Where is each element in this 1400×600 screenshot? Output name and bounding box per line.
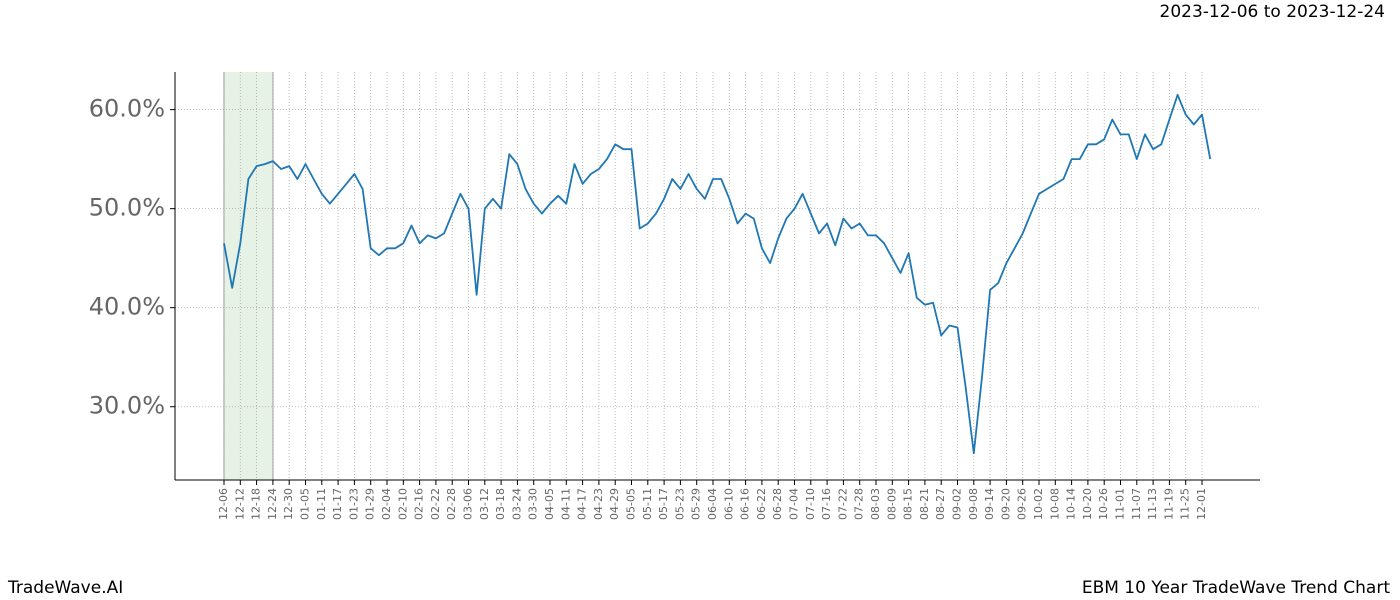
x-tick-label: 07-16 (820, 488, 833, 520)
x-tick-label: 08-27 (934, 488, 947, 520)
x-tick-label: 02-10 (396, 488, 409, 520)
x-tick-label: 04-11 (559, 488, 572, 520)
y-tick-label: 60.0% (89, 95, 165, 123)
x-tick-label: 12-12 (233, 488, 246, 520)
x-tick-label: 07-04 (788, 488, 801, 520)
brand: TradeWave.AI (7, 578, 123, 598)
x-tick-label: 10-20 (1081, 488, 1094, 520)
x-tick-label: 12-01 (1195, 488, 1208, 520)
x-tick-label: 11-07 (1130, 488, 1143, 520)
x-tick-label: 03-06 (462, 488, 475, 520)
x-tick-label: 01-29 (364, 488, 377, 520)
x-tick-label: 03-30 (527, 488, 540, 520)
x-tick-label: 06-22 (755, 488, 768, 520)
x-tick-label: 12-18 (250, 488, 263, 520)
x-tick-label: 10-08 (1048, 488, 1061, 520)
x-tick-label: 08-21 (918, 488, 931, 520)
highlight-band (224, 72, 273, 480)
x-tick-label: 09-02 (951, 488, 964, 520)
x-tick-label: 03-18 (494, 488, 507, 520)
x-tick-label: 02-16 (413, 488, 426, 520)
y-tick-label: 50.0% (89, 194, 165, 222)
trend-line (223, 93, 1212, 455)
x-tick-label: 07-28 (853, 488, 866, 520)
x-tick-label: 08-03 (869, 488, 882, 520)
x-tick-label: 02-28 (445, 488, 458, 520)
x-tick-label: 03-24 (510, 488, 523, 520)
y-tick-label: 30.0% (89, 392, 165, 420)
x-tick-label: 08-15 (902, 488, 915, 520)
x-tick-label: 12-06 (217, 488, 230, 520)
x-tick-label: 10-26 (1097, 488, 1110, 520)
x-tick-label: 05-23 (673, 488, 686, 520)
x-tick-label: 11-01 (1114, 488, 1127, 520)
x-tick-label: 04-05 (543, 488, 556, 520)
x-tick-label: 07-10 (804, 488, 817, 520)
chart-title: EBM 10 Year TradeWave Trend Chart (1082, 578, 1390, 598)
x-tick-label: 05-11 (641, 488, 654, 520)
x-tick-label: 02-04 (380, 488, 393, 520)
x-tick-label: 02-22 (429, 488, 442, 520)
x-tick-label: 05-05 (625, 488, 638, 520)
x-tick-label: 04-29 (608, 488, 621, 520)
x-tick-label: 06-28 (771, 488, 784, 520)
x-tick-label: 01-17 (331, 488, 344, 520)
x-tick-label: 01-23 (347, 488, 360, 520)
x-tick-label: 06-16 (739, 488, 752, 520)
x-tick-label: 09-14 (983, 488, 996, 520)
x-tick-label: 08-09 (885, 488, 898, 520)
x-tick-label: 09-08 (967, 488, 980, 520)
x-tick-label: 01-05 (299, 488, 312, 520)
x-tick-label: 11-25 (1179, 488, 1192, 520)
x-tick-label: 06-10 (722, 488, 735, 520)
x-tick-label: 04-23 (592, 488, 605, 520)
x-tick-label: 09-20 (999, 488, 1012, 520)
x-tick-label: 11-19 (1162, 488, 1175, 520)
x-tick-label: 07-22 (836, 488, 849, 520)
date-range: 2023-12-06 to 2023-12-24 (1160, 2, 1385, 22)
x-tick-label: 10-14 (1065, 488, 1078, 520)
x-tick-label: 12-30 (282, 488, 295, 520)
x-tick-label: 12-24 (266, 488, 279, 520)
x-tick-label: 09-26 (1016, 488, 1029, 520)
y-tick-label: 40.0% (89, 293, 165, 321)
x-tick-label: 05-17 (657, 488, 670, 520)
x-tick-label: 04-17 (576, 488, 589, 520)
x-tick-label: 05-29 (690, 488, 703, 520)
x-tick-label: 03-12 (478, 488, 491, 520)
x-tick-label: 11-13 (1146, 488, 1159, 520)
x-tick-label: 10-02 (1032, 488, 1045, 520)
x-tick-label: 01-11 (315, 488, 328, 520)
x-tick-label: 06-04 (706, 488, 719, 520)
